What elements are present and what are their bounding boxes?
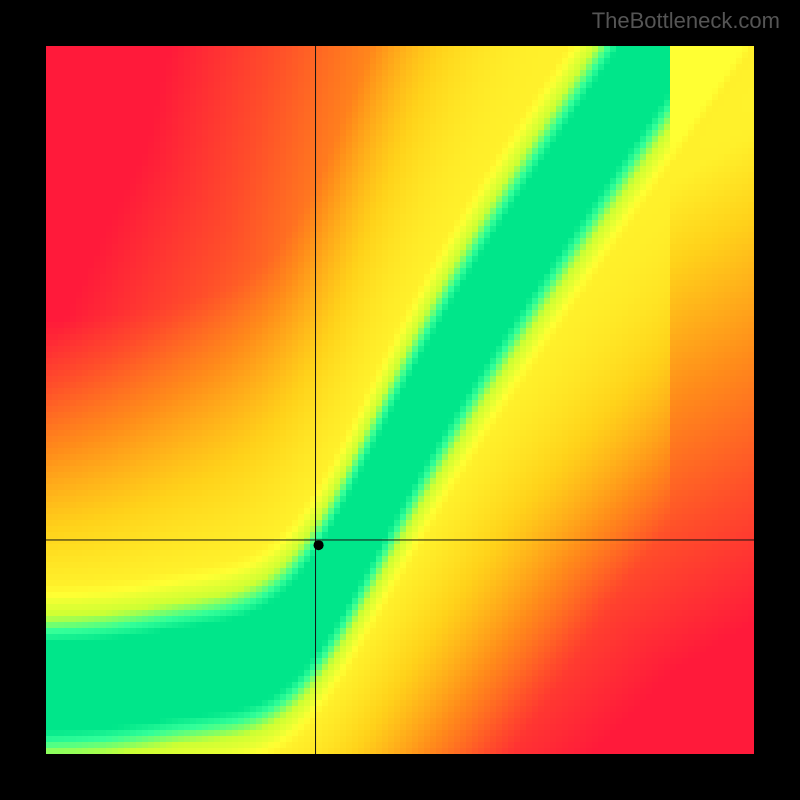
plot-area <box>46 46 754 754</box>
watermark-text: TheBottleneck.com <box>592 8 780 34</box>
heatmap-canvas <box>46 46 754 754</box>
chart-container: TheBottleneck.com <box>0 0 800 800</box>
